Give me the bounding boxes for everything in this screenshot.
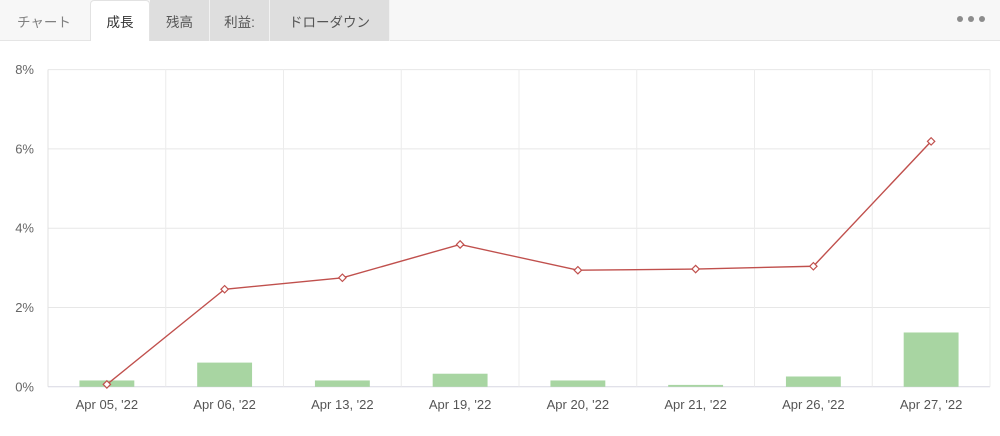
svg-text:Apr 26, '22: Apr 26, '22	[782, 397, 844, 412]
svg-text:6%: 6%	[15, 141, 34, 156]
svg-text:Apr 27, '22: Apr 27, '22	[900, 397, 962, 412]
svg-text:Apr 21, '22: Apr 21, '22	[664, 397, 726, 412]
svg-text:Apr 13, '22: Apr 13, '22	[311, 397, 373, 412]
svg-text:Apr 06, '22: Apr 06, '22	[193, 397, 255, 412]
svg-text:8%: 8%	[15, 62, 34, 77]
svg-text:Apr 20, '22: Apr 20, '22	[547, 397, 609, 412]
svg-text:2%: 2%	[15, 300, 34, 315]
svg-text:0%: 0%	[15, 379, 34, 394]
svg-text:4%: 4%	[15, 221, 34, 236]
svg-text:Apr 19, '22: Apr 19, '22	[429, 397, 491, 412]
svg-text:Apr 05, '22: Apr 05, '22	[76, 397, 138, 412]
